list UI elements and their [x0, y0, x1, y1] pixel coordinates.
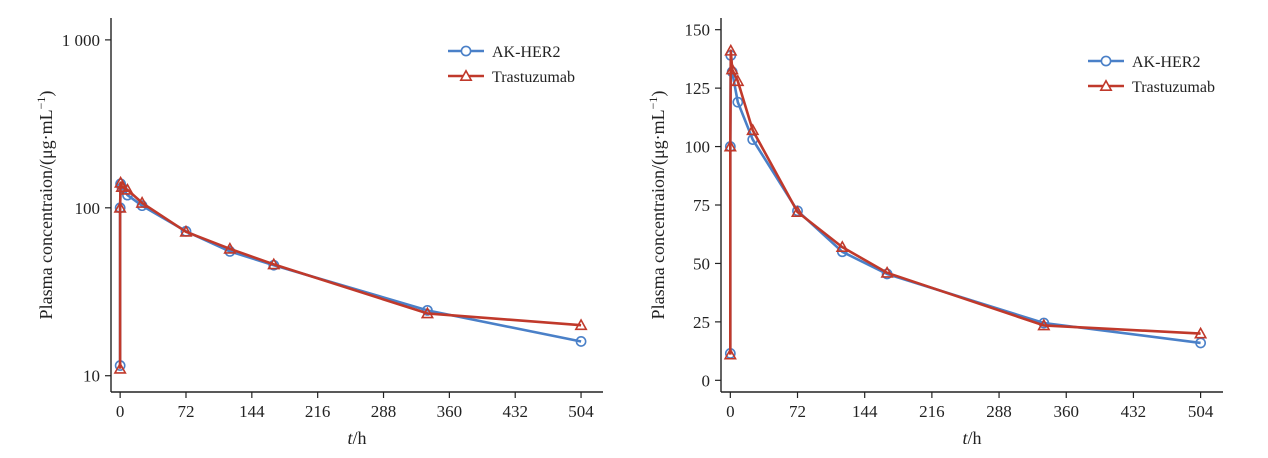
chart-1-data-point-circle: [575, 336, 587, 347]
chart-1-x-tick-label: 216: [305, 402, 331, 421]
chart-2-y-tick-label: 150: [685, 21, 711, 40]
chart-2-x-tick-label: 288: [986, 402, 1012, 421]
chart-1-data-point-triangle: [115, 180, 129, 192]
chart-2-series-line-0: [729, 54, 1201, 354]
chart-2-data-point-triangle: [880, 265, 894, 278]
chart-2-x-tick-label: 0: [726, 402, 735, 421]
chart-2-y-axis-label-main: Plasma concentraion/(μg·mL: [648, 109, 669, 319]
chart-1-data-point-triangle: [135, 196, 149, 208]
chart-2-x-axis-label-italic: t: [962, 428, 968, 448]
chart-2-y-axis-label-sup: −1: [646, 97, 660, 110]
chart-2-data-point-triangle: [725, 62, 739, 75]
chart-2-legend-label: Trastuzumab: [1132, 79, 1215, 96]
chart-2-y-axis-label: Plasma concentraion/(μg·mL−1): [646, 91, 669, 320]
chart-1-x-tick-label: 504: [568, 402, 594, 421]
chart-1-legend-label: AK-HER2: [492, 44, 560, 61]
chart-2-x-tick-label: 72: [789, 402, 806, 421]
chart-1-data-point-triangle: [574, 318, 588, 331]
chart-1-data-point-triangle: [267, 257, 281, 270]
chart-1-x-axis-label: t/h: [347, 428, 366, 448]
chart-2-legend-marker: [1100, 55, 1112, 67]
chart-2-x-tick-label: 216: [919, 402, 945, 421]
chart-2-data-point-triangle: [723, 139, 737, 152]
chart-1-legend-label: Trastuzumab: [492, 69, 575, 86]
chart-1-y-tick-label: 10: [83, 367, 100, 386]
chart-1-y-axis-label: Plasma concentraion/(μg·mL−1): [34, 91, 57, 320]
chart-1-data-point-triangle: [420, 306, 434, 319]
chart-2-y-axis-label-close: ): [648, 91, 669, 97]
chart-1-data-point-triangle: [113, 200, 127, 213]
chart-1-data-point-triangle: [179, 224, 193, 237]
chart-2-y-tick-label: 125: [685, 79, 711, 98]
chart-linear-scale: 0 72 144 216 288 360 432 504 0 25 50 75 100 125 150 t/h…: [646, 18, 1223, 448]
chart-2-series-line-1: [729, 49, 1201, 355]
chart-2-data-point-triangle: [835, 240, 849, 253]
chart-1-series-line-0: [118, 182, 582, 366]
chart-2-data-point-triangle: [1194, 326, 1208, 339]
chart-1-data-point-triangle: [114, 175, 128, 188]
chart-1-x-tick-label: 432: [502, 402, 528, 421]
chart-2-y-tick-label: 0: [702, 371, 711, 390]
chart-1-y-axis-label-main: Plasma concentraion/(μg·mL: [36, 109, 57, 319]
chart-2-x-tick-label: 360: [1053, 402, 1079, 421]
chart-2-data-point-triangle: [731, 74, 745, 87]
chart-2-y-tick-label: 25: [693, 313, 710, 332]
chart-2-data-point-triangle: [790, 205, 805, 217]
chart-2-data-point-triangle: [723, 347, 737, 360]
chart-1-x-tick-label: 0: [116, 402, 125, 421]
chart-1-x-tick-label: 360: [437, 402, 463, 421]
chart-1-y-tick-label: 1 000: [62, 31, 100, 50]
chart-1-x-tick-label: 288: [371, 402, 397, 421]
chart-2-x-axis-label: t/h: [962, 428, 981, 448]
chart-2-legend-marker: [1099, 79, 1113, 91]
chart-1-x-axis-label-italic: t: [347, 428, 353, 448]
chart-1-data-point-triangle: [120, 182, 135, 195]
chart-1-data-point-triangle: [113, 361, 127, 374]
chart-2-y-tick-label: 75: [693, 196, 710, 215]
chart-2-x-tick-label: 504: [1188, 402, 1214, 421]
chart-1-legend-marker: [459, 69, 473, 81]
chart-1-x-tick-label: 72: [177, 402, 194, 421]
chart-1-data-point-triangle: [223, 241, 237, 254]
chart-2-y-tick-label: 100: [685, 138, 711, 157]
chart-2-y-tick-label: 50: [693, 254, 710, 273]
chart-2-legend-label: AK-HER2: [1132, 54, 1200, 71]
chart-2-x-axis-label-unit: /h: [968, 428, 982, 448]
chart-log-scale: 0 72 144 216 288 360 432 504 10 100 1 000 t/h Plasma…: [34, 18, 603, 448]
chart-2-data-point-triangle: [1037, 318, 1051, 331]
chart-2-data-point-circle: [732, 96, 744, 108]
chart-2-x-tick-label: 144: [852, 402, 878, 421]
chart-1-y-axis-label-close: ): [36, 91, 57, 97]
chart-2-x-tick-label: 432: [1121, 402, 1147, 421]
chart-1-series-line-1: [118, 181, 582, 369]
chart-1-y-axis-label-sup: −1: [34, 97, 48, 110]
chart-1-data-point-circle: [422, 304, 433, 316]
chart-2-data-point-triangle: [724, 43, 738, 56]
chart-1-legend-marker: [460, 45, 472, 57]
chart-1-y-tick-label: 100: [75, 199, 101, 218]
chart-2-data-point-triangle: [746, 123, 760, 136]
chart-1-x-axis-label-unit: /h: [353, 428, 367, 448]
chart-1-x-tick-label: 144: [239, 402, 265, 421]
